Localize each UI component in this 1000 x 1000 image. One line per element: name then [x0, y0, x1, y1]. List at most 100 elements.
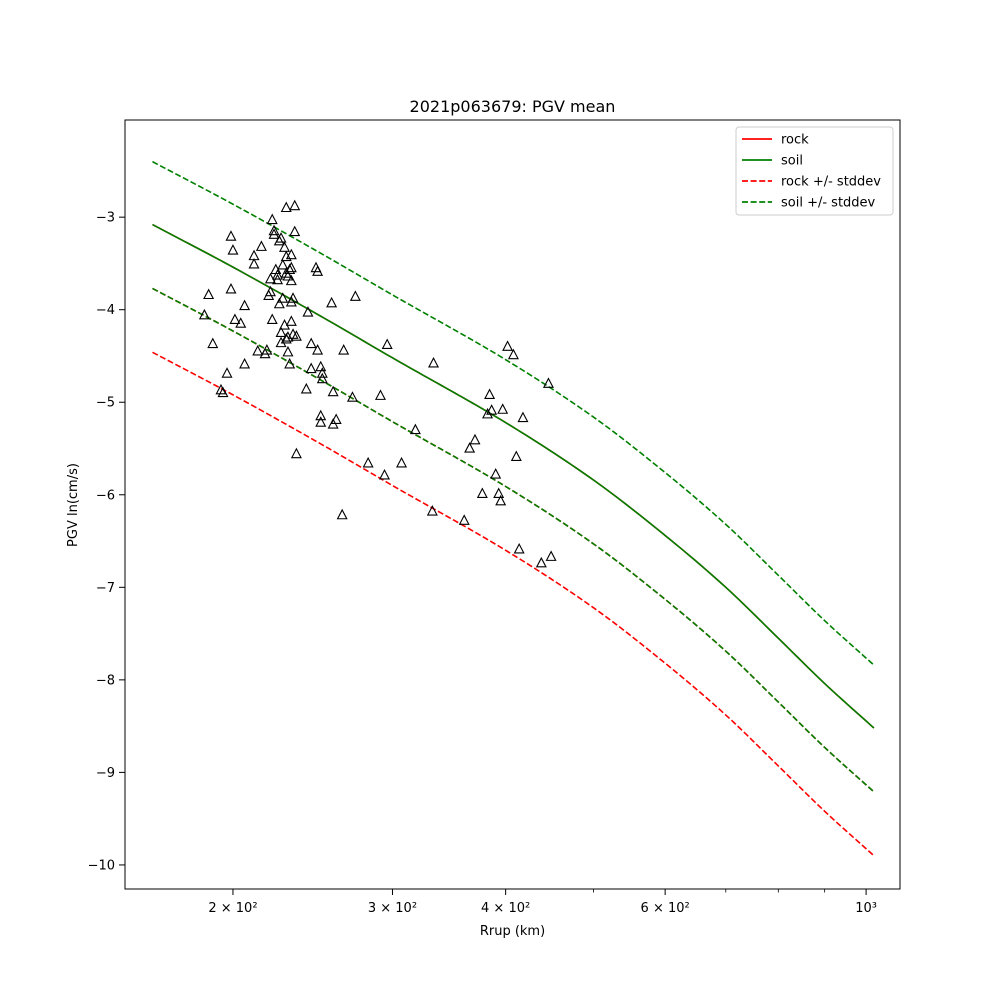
data-point	[285, 261, 297, 273]
data-point	[239, 357, 251, 369]
data-point	[225, 282, 237, 294]
data-point	[469, 433, 481, 445]
y-axis-label: PGV ln(cm/s)	[66, 463, 81, 547]
data-point	[305, 337, 317, 349]
legend-label: rock	[781, 133, 809, 148]
data-point	[217, 386, 229, 398]
data-point	[273, 297, 285, 309]
data-point	[285, 274, 297, 286]
data-point	[272, 269, 284, 280]
data-point	[268, 224, 280, 236]
legend-box	[735, 126, 894, 216]
data-point	[346, 391, 358, 402]
legend-label: soil	[781, 154, 803, 169]
data-point	[542, 377, 554, 388]
data-point	[289, 225, 301, 237]
x-tick-label: 4 × 10²	[481, 901, 530, 916]
x-tick-label: 3 × 10²	[368, 901, 417, 916]
data-point	[315, 416, 327, 427]
data-point	[275, 232, 287, 243]
data-point	[316, 372, 328, 384]
data-point	[266, 313, 278, 325]
data-point	[510, 450, 522, 461]
data-point	[277, 292, 289, 303]
y-tick-label: −7	[96, 581, 115, 596]
data-point	[336, 508, 348, 520]
legend-label: soil +/- stddev	[781, 196, 876, 211]
data-point	[239, 299, 251, 311]
x-tick-label: 6 × 10²	[641, 901, 690, 916]
series-line-3	[152, 351, 875, 857]
data-point	[507, 348, 519, 360]
data-point	[316, 367, 328, 378]
data-point	[493, 487, 505, 499]
legend-label: rock +/- stddev	[781, 175, 881, 190]
data-point	[198, 308, 210, 320]
data-point	[327, 385, 339, 397]
data-point	[275, 336, 287, 348]
data-point	[426, 505, 438, 516]
data-point	[302, 306, 314, 317]
x-tick-label: 10³	[855, 901, 877, 916]
data-point	[203, 288, 215, 300]
data-point	[362, 456, 374, 468]
data-point	[517, 411, 529, 423]
legend: rock soil rock +/- stddev soil +/- stddev	[735, 126, 894, 216]
data-point	[284, 263, 296, 275]
y-tick-label: −6	[96, 488, 115, 503]
series-line-1	[152, 223, 875, 729]
data-point	[285, 248, 297, 260]
data-point	[502, 340, 514, 351]
data-point	[282, 331, 294, 342]
data-point	[285, 315, 297, 326]
data-point	[312, 344, 324, 355]
data-point	[284, 357, 296, 369]
data-point	[305, 362, 317, 374]
y-tick-label: −4	[96, 303, 115, 318]
x-axis: 2 × 10² 3 × 10² 4 × 10² 6 × 10² 10³	[208, 889, 877, 916]
y-tick-label: −5	[96, 396, 115, 411]
data-point	[227, 244, 239, 255]
data-point	[486, 404, 498, 415]
data-point	[282, 345, 294, 357]
data-point	[381, 338, 393, 350]
data-point	[235, 317, 247, 328]
data-point	[300, 382, 312, 394]
model-curves	[152, 160, 875, 857]
chart-title: 2021p063679: PGV mean	[410, 97, 616, 116]
data-point	[312, 265, 324, 276]
data-point	[330, 413, 342, 424]
data-point	[513, 542, 525, 554]
data-point	[221, 367, 233, 378]
data-point	[290, 330, 302, 341]
data-point	[464, 442, 476, 453]
data-point	[349, 290, 361, 301]
x-tick-label: 2 × 10²	[208, 901, 257, 916]
data-point	[535, 556, 547, 568]
series-line-4	[152, 160, 875, 666]
data-point	[266, 213, 278, 225]
y-tick-label: −10	[88, 858, 115, 873]
data-point	[290, 447, 302, 459]
series-line-5	[152, 287, 875, 793]
data-point	[248, 257, 260, 269]
x-axis-label: Rrup (km)	[480, 924, 545, 939]
data-point	[409, 423, 421, 435]
y-tick-label: −8	[96, 673, 115, 688]
data-point	[476, 487, 488, 499]
data-point	[379, 468, 391, 480]
data-point	[338, 344, 350, 355]
y-tick-label: −9	[96, 766, 115, 781]
data-point	[484, 388, 496, 399]
data-point	[545, 550, 557, 561]
y-axis: −3 −4 −5 −6 −7 −8 −9 −10	[88, 211, 125, 873]
data-point	[287, 292, 299, 303]
data-point	[482, 407, 494, 419]
observation-points	[198, 199, 557, 568]
data-point	[252, 344, 264, 356]
data-point	[225, 230, 237, 241]
data-point	[315, 409, 327, 421]
data-point	[255, 240, 267, 251]
data-point	[207, 337, 219, 349]
